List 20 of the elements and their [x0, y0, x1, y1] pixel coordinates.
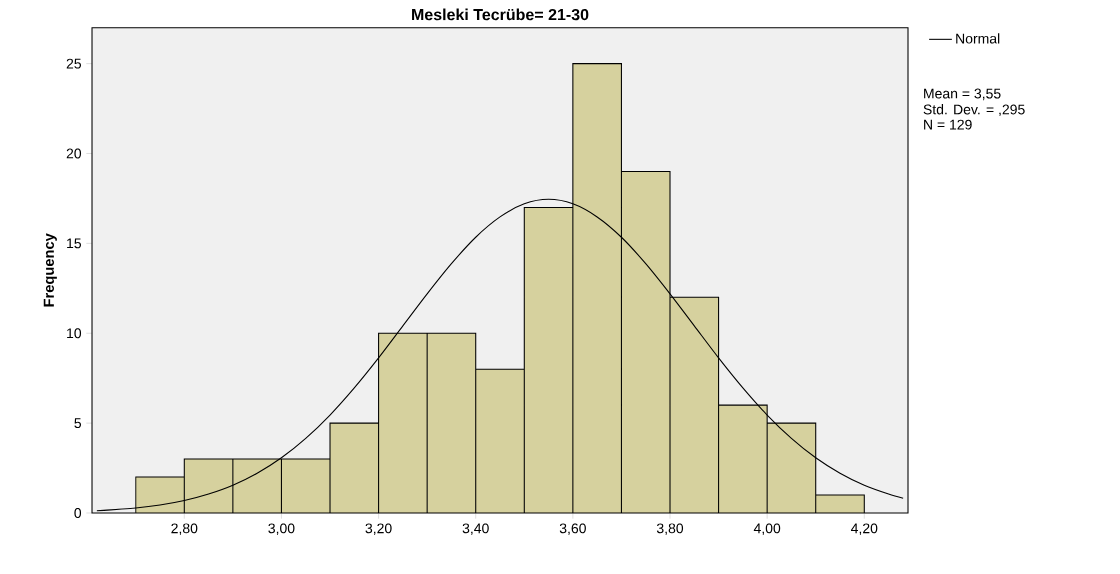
x-tick-label: 4,00	[753, 523, 781, 535]
text: Std. Dev. = ,295	[923, 104, 1025, 117]
text: Mean = 3,55	[924, 88, 1001, 101]
y-tick-label: 5	[74, 418, 82, 428]
x-tick-label: 3,60	[559, 523, 586, 535]
y-tick-label: 25	[66, 58, 82, 69]
x-tick-label: 3,80	[656, 523, 684, 535]
x-tick-label: 3,20	[365, 523, 392, 535]
x-tick-label: 3,00	[268, 523, 295, 535]
x-tick-label: 4,20	[850, 523, 878, 535]
y-tick-label: 10	[67, 328, 82, 339]
y-tick-label: 0	[74, 508, 82, 518]
x-tick-label: 2,80	[171, 523, 198, 535]
y-tick-label: 15	[67, 238, 82, 249]
x-tick-label: 3,40	[462, 523, 489, 535]
legend-label: Normal	[956, 33, 1000, 44]
text: N = 129	[924, 119, 972, 130]
y-tick-label: 20	[66, 148, 82, 159]
y-axis-title: Frequency	[43, 233, 57, 307]
chart-title: Mesleki Tecrübe= 21-30	[412, 8, 589, 21]
